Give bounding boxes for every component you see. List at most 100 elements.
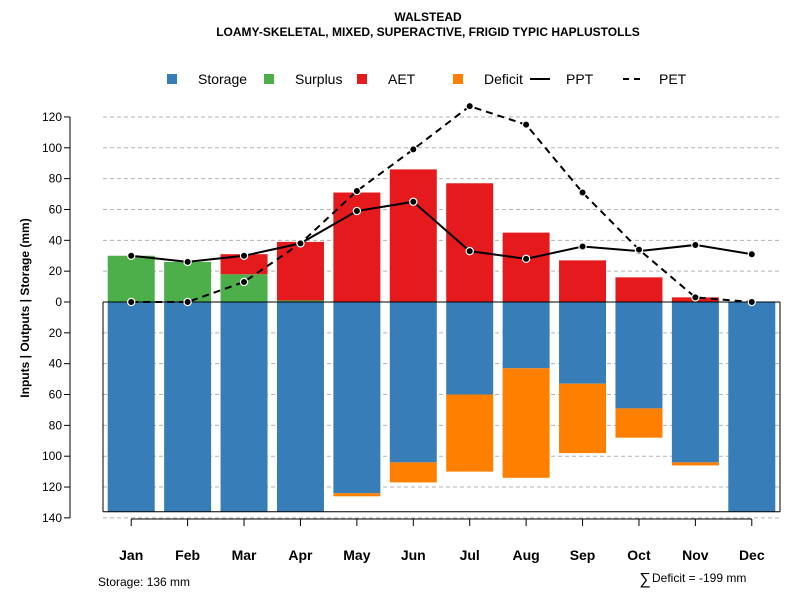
x-tick-label-sep: Sep	[570, 547, 596, 563]
bar-surplus-feb	[164, 261, 212, 302]
x-tick-label-mar: Mar	[232, 547, 257, 563]
x-tick-label-jan: Jan	[119, 547, 143, 563]
legend-swatch-surplus	[264, 74, 274, 84]
y-tick-label: 120	[42, 110, 62, 124]
bar-aet-jul	[446, 183, 494, 302]
bar-aet-apr	[276, 241, 324, 301]
ppt-point	[465, 246, 474, 256]
bar-aet-mar	[220, 254, 268, 275]
x-tick-label-feb: Feb	[175, 547, 200, 563]
gridlines	[103, 116, 780, 519]
plot-frame	[102, 301, 781, 513]
bar-storage-jul	[446, 302, 494, 395]
bar-storage-aug	[502, 302, 550, 369]
y-axis: 120 100 80 60 40 20 0 20 40 60 80 100 120 140	[42, 110, 71, 525]
ppt-point	[409, 197, 418, 206]
y-tick-label: 40	[49, 233, 63, 247]
legend-label-aet: AET	[388, 71, 416, 87]
x-tick-label-nov: Nov	[682, 547, 709, 563]
y-tick-label: 60	[49, 202, 63, 216]
x-tick-label-jun: Jun	[401, 547, 426, 563]
ppt-point	[239, 251, 249, 260]
bar-storage-may	[333, 302, 381, 494]
legend-label-pet: PET	[659, 71, 687, 87]
pet-point	[691, 293, 700, 302]
y-tick-label: 40	[49, 357, 63, 371]
legend-swatch-aet	[357, 74, 367, 84]
bar-surplus-apr	[276, 300, 324, 302]
legend: Storage Surplus AET Deficit PPT PET	[167, 71, 687, 87]
legend-swatch-storage	[167, 74, 177, 84]
ppt-line	[131, 200, 752, 263]
bar-storage-mar	[220, 302, 268, 512]
ppt-point	[747, 249, 756, 259]
x-tick-label-oct: Oct	[627, 547, 651, 563]
y-tick-label: 100	[42, 141, 62, 155]
legend-label-surplus: Surplus	[295, 71, 342, 87]
chart-title: WALSTEAD	[394, 10, 462, 24]
bar-aet-oct	[615, 277, 663, 302]
ppt-point	[352, 206, 362, 216]
pet-line	[131, 105, 752, 303]
bar-storage-apr	[276, 302, 324, 512]
pet-point	[747, 297, 756, 307]
bar-deficit-may	[333, 493, 381, 497]
legend-label-ppt: PPT	[566, 71, 594, 87]
bar-deficit-sep	[559, 383, 607, 454]
bar-deficit-aug	[502, 368, 550, 478]
pet-point	[352, 186, 362, 196]
legend-label-deficit: Deficit	[484, 71, 523, 87]
pet-point	[239, 277, 249, 287]
x-tick-label-aug: Aug	[513, 547, 540, 563]
bar-storage-nov	[671, 302, 719, 463]
y-tick-label: 80	[49, 172, 63, 186]
pet-point	[465, 101, 474, 111]
bar-deficit-oct	[615, 408, 663, 438]
bar-storage-jan	[107, 302, 155, 512]
bar-storage-jun	[389, 302, 437, 463]
bar-aet-aug	[502, 232, 550, 302]
ppt-point	[691, 240, 700, 250]
bar-aet-sep	[559, 260, 607, 302]
pet-point	[127, 297, 136, 307]
y-tick-label: 100	[42, 449, 62, 463]
bar-aet-jun	[389, 169, 437, 302]
y-tick-label: 20	[49, 264, 63, 278]
x-axis: Jan Feb Mar Apr May Jun Jul Aug Sep Oct Nov Dec	[119, 518, 765, 563]
ppt-point	[521, 254, 531, 264]
bar-storage-feb	[164, 302, 212, 512]
bar-deficit-nov	[671, 462, 719, 466]
bar-storage-dec	[728, 302, 776, 512]
bar-surplus-jan	[107, 255, 155, 302]
pet-point	[578, 188, 587, 197]
y-axis-title: Inputs | Outputs | Storage (mm)	[18, 218, 32, 397]
y-tick-label: 20	[49, 326, 63, 340]
pet-point	[521, 120, 531, 129]
x-tick-label-may: May	[343, 547, 370, 563]
y-tick-label: 140	[42, 511, 62, 525]
y-tick-label: 0	[55, 295, 62, 309]
y-tick-label: 80	[49, 418, 63, 432]
bars-group	[107, 169, 776, 512]
ppt-point	[183, 257, 192, 267]
legend-label-storage: Storage	[198, 71, 247, 87]
deficit-note: Deficit = -199 mm	[652, 571, 746, 585]
bar-deficit-jul	[446, 394, 494, 472]
ppt-point	[127, 251, 136, 260]
lines-group	[127, 101, 756, 307]
x-tick-label-apr: Apr	[288, 547, 313, 563]
pet-point	[634, 245, 644, 254]
y-tick-label: 60	[49, 388, 63, 402]
pet-point	[296, 239, 305, 248]
pet-point	[183, 297, 192, 307]
pet-point	[409, 145, 418, 154]
bar-storage-sep	[559, 302, 607, 384]
x-tick-label-dec: Dec	[739, 547, 765, 563]
storage-note: Storage: 136 mm	[98, 575, 190, 589]
bar-deficit-jun	[389, 462, 437, 483]
sum-symbol-icon: ∑	[639, 571, 650, 588]
legend-swatch-deficit	[453, 74, 463, 84]
x-tick-label-jul: Jul	[460, 547, 480, 563]
ppt-point	[578, 242, 587, 251]
